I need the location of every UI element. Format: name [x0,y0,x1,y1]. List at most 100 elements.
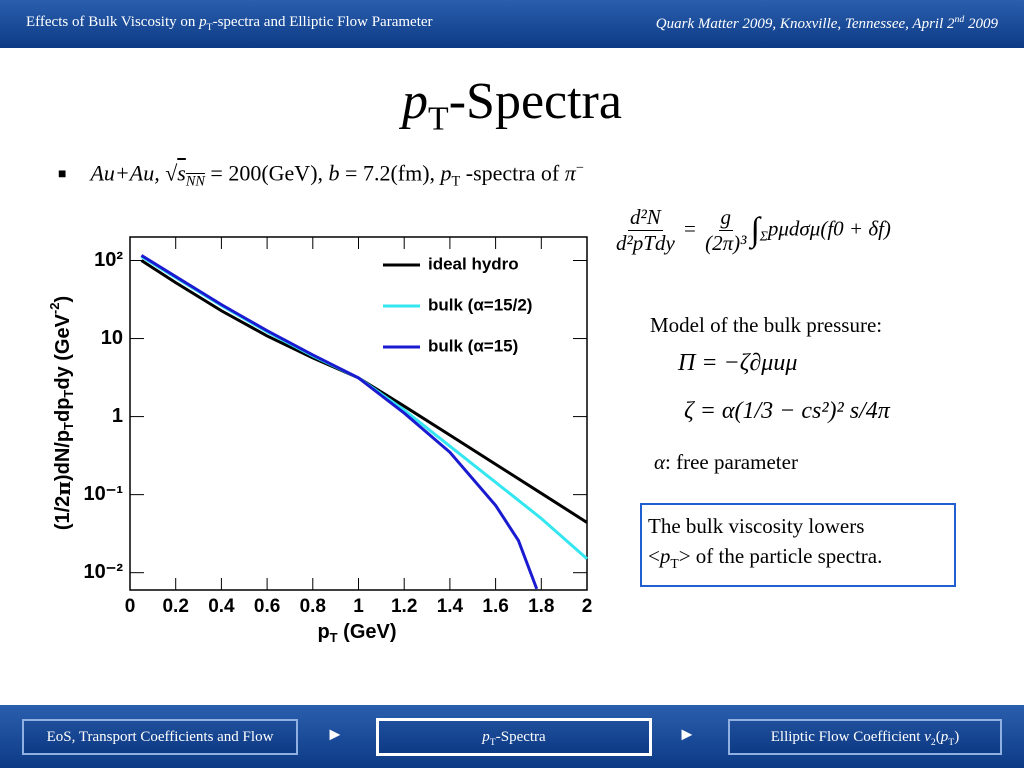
text: -Spectra [448,73,622,130]
x-tick-label: 1.6 [482,596,508,617]
x-tick-label: 1.4 [437,596,464,617]
text: (GeV) [338,621,397,643]
text: T [428,100,449,138]
spectrum-equation: d²N d²pTdy = g (2π)³ ∫Σpμdσμ(f0 + δf) [612,205,891,256]
text: )dN/p [52,430,74,481]
legend-label: bulk (α=15) [428,336,518,355]
y-tick-label: 10 [101,327,123,349]
text: √ [165,160,178,186]
text: nd [954,14,965,25]
text: g [718,205,734,231]
y-tick-label: 10⁻² [84,561,124,583]
legend-label: bulk (α=15/2) [428,295,532,314]
text: = [684,216,696,241]
zeta-equation: ζ = α(1/3 − cs²)² s/4π [684,398,890,424]
slide-title: pT-Spectra [0,72,1024,138]
x-tick-label: 0.8 [300,596,326,617]
y-tick-label: 10⁻¹ [84,483,124,505]
text: p [402,73,429,130]
note-box: The bulk viscosity lowers <pT> of the par… [640,503,956,588]
x-tick-label: 0.2 [162,596,188,617]
text: T [670,556,679,572]
chart: pT (GeV) (1/2π)dN/pTdpTdy (GeV-2) 10⁻²10… [47,236,593,645]
fraction: d²N d²pTdy [616,205,675,256]
text: Au+Au, [90,160,166,186]
text: T [451,173,461,190]
text: EoS, Transport Coefficients and Flow [46,729,274,745]
text: T [61,390,76,398]
x-tick-label: 0.6 [254,596,280,617]
nav-arrow: ► [326,724,344,744]
text: p [659,544,671,568]
text: T [330,630,338,645]
text: d²pTdy [616,231,675,255]
x-tick-label: 1.2 [391,596,417,617]
text: -Spectra [495,729,546,745]
text: p [440,160,452,186]
pressure-equation: Π = −ζ∂μuμ [678,350,798,376]
text: dp [52,398,74,422]
x-tick-label: 0.4 [208,596,235,617]
text: dy (GeV [52,313,74,389]
text: T [948,737,955,748]
text: b [328,160,340,186]
bullet: ■ Au+Au, √sNN = 200(GeV), b = 7.2(fm), pT… [58,160,584,191]
text: p [940,729,949,745]
bullet-marker: ■ [58,167,67,183]
text: -spectra and Elliptic Flow Parameter [212,14,433,30]
text: The bulk viscosity lowers [648,514,865,538]
text: ( [935,729,941,745]
text: T [489,737,496,748]
text: 2009 [964,16,998,32]
x-tick-label: 2 [582,596,593,617]
text: ) [954,729,960,745]
nav-button[interactable]: pT-Spectra [376,718,652,756]
text: Effects of Bulk Viscosity on [26,14,200,30]
text: : free parameter [665,450,798,474]
text: ∫ [750,211,760,249]
y-axis-label: (1/2π)dN/pTdpTdy (GeV-2) [47,296,76,530]
text: p [317,621,329,643]
x-axis-label: pT (GeV) [317,621,396,645]
text: Quark Matter 2009, Knoxville, Tennessee,… [655,16,955,32]
nav-button[interactable]: Elliptic Flow Coefficient v2(pT) [728,719,1002,755]
text: pμdσμ(f0 + δf) [767,216,891,241]
x-tick-label: 0 [125,596,136,617]
nav-button[interactable]: EoS, Transport Coefficients and Flow [22,719,298,755]
text: Elliptic Flow Coefficient [770,729,925,745]
text: ) [52,296,74,303]
text: < [648,544,660,568]
text: -2 [47,302,62,314]
x-tick-label: 1 [353,596,364,617]
text: 2 [930,737,936,748]
header-left: Effects of Bulk Viscosity on pT-spectra … [26,14,433,33]
text: T [61,422,76,430]
text: s [177,160,186,186]
parameter-note: α: free parameter [654,450,798,475]
model-label: Model of the bulk pressure: [650,313,883,337]
nav-arrow: ► [678,724,696,744]
y-tick-label: 10² [94,249,123,271]
text: Σ [759,228,768,244]
text: p [482,729,490,745]
text: (2π)³ [705,231,747,255]
text: T [206,22,213,33]
text: d²N [627,205,663,231]
legend-label: ideal hydro [428,254,519,273]
x-tick-label: 1.8 [528,596,554,617]
y-tick-label: 1 [112,405,123,427]
text: -spectra of [460,160,565,186]
fraction: g (2π)³ [705,205,746,256]
header-right: Quark Matter 2009, Knoxville, Tennessee,… [656,14,998,33]
text: p [199,14,207,30]
series-line [140,254,539,590]
header-bar [0,0,1024,48]
text: α [654,450,666,474]
text: NN [185,173,205,190]
text: π [51,481,75,496]
text: = 200(GeV), [204,160,329,186]
text: − [575,160,584,176]
text: (1/2 [52,496,74,530]
text: v [924,729,931,745]
